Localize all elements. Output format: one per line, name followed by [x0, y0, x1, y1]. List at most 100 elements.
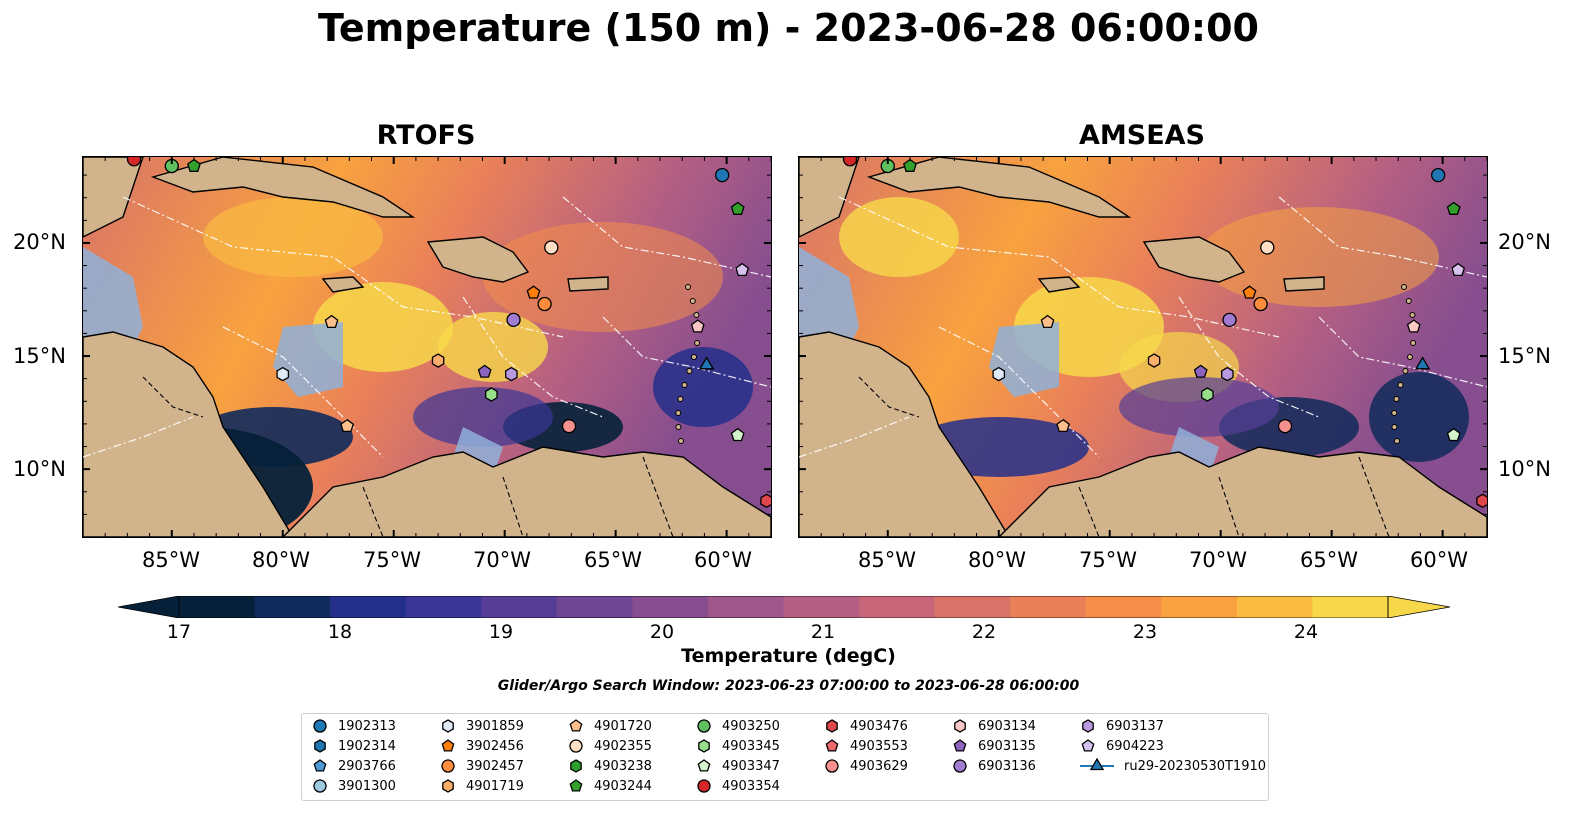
float-marker-4903354: [842, 157, 858, 167]
legend-label: 6903136: [978, 758, 1036, 774]
float-marker-ru29-20230530T1910: [698, 356, 715, 370]
country-border: [362, 486, 384, 537]
country-border: [642, 456, 674, 537]
rtofs-map[interactable]: [82, 156, 772, 538]
shallow-shelf: [453, 427, 503, 477]
legend-item: ru29-20230530T1910: [1080, 756, 1266, 776]
country-border: [1218, 476, 1240, 537]
lat-label-left-15n: 15°N: [13, 344, 66, 368]
legend-item: 4903629: [824, 756, 908, 776]
float-marker-4903244: [1446, 201, 1461, 215]
island: [694, 340, 701, 346]
island: [1391, 424, 1398, 430]
colorbar-segment: [783, 596, 860, 618]
colorbar-tick-22: 22: [971, 621, 997, 643]
float-marker-4903629: [1277, 419, 1293, 434]
eez-boundary: [83, 416, 194, 458]
island: [1393, 396, 1400, 402]
legend-marker: [442, 719, 454, 733]
shallow-shelf: [989, 322, 1059, 397]
float-marker-4901720: [340, 418, 355, 433]
lon-label-right-75w: 75°W: [1079, 548, 1137, 572]
legend-marker: [313, 759, 327, 772]
legend-item: 6904223: [1080, 736, 1164, 756]
legend-marker: [1089, 758, 1105, 771]
legend-marker: [825, 759, 839, 773]
land-mass: [799, 331, 1010, 537]
temperature-colorbar: [118, 596, 1451, 618]
colorbar-tick-18: 18: [327, 621, 353, 643]
legend-marker: [697, 759, 711, 772]
legend-label: 6904223: [1106, 738, 1164, 754]
island: [675, 410, 682, 416]
colorbar-extend-high: [1387, 596, 1451, 618]
float-marker-3902457: [1253, 296, 1268, 312]
float-marker-4902355: [1260, 240, 1275, 255]
temperature-anomaly: [313, 282, 453, 372]
island: [1406, 354, 1413, 360]
land-mass: [83, 331, 294, 537]
float-marker-4903244: [903, 158, 917, 172]
float-marker-3902457: [537, 296, 552, 312]
colorbar-segment: [1085, 596, 1162, 618]
island: [1405, 298, 1412, 304]
float-marker-6903135: [477, 364, 492, 378]
legend-marker: [826, 719, 838, 733]
island: [677, 396, 684, 402]
island: [685, 284, 691, 290]
legend-marker: [569, 739, 583, 753]
eez-boundary: [122, 196, 564, 338]
legend-marker: [313, 719, 327, 733]
colorbar-segment: [556, 596, 633, 618]
colorbar-segment: [707, 596, 784, 618]
legend-item: 4903345: [696, 736, 780, 756]
temperature-anomaly: [1119, 377, 1279, 437]
float-marker-6904223: [735, 262, 750, 277]
legend-marker: [1082, 719, 1094, 733]
legend-item: 4903244: [568, 776, 652, 796]
legend-label: 3901300: [338, 778, 396, 794]
colorbar-segment: [632, 596, 709, 618]
lon-label-left-70w: 70°W: [473, 548, 531, 572]
colorbar-segment: [1161, 596, 1238, 618]
float-marker-4903244: [730, 201, 745, 215]
amseas-map[interactable]: [798, 156, 1488, 538]
island: [1391, 410, 1398, 416]
legend-label: 4903238: [594, 758, 652, 774]
legend-label: 3902456: [466, 738, 524, 754]
legend-label: ru29-20230530T1910: [1124, 758, 1267, 774]
land-mass: [83, 157, 144, 238]
eez-boundary: [462, 296, 604, 418]
legend-label: 4901720: [594, 718, 652, 734]
legend-item: 4901720: [568, 716, 652, 736]
legend-marker: [442, 779, 454, 793]
colorbar-tick-23: 23: [1132, 621, 1158, 643]
island: [1402, 368, 1409, 374]
island: [1401, 284, 1407, 290]
legend-item: 3901859: [440, 716, 524, 736]
temperature-anomaly: [839, 197, 959, 277]
legend-marker: [825, 739, 839, 752]
float-marker-1902313: [715, 167, 730, 183]
legend-marker: [1081, 739, 1095, 752]
legend-label: 1902314: [338, 738, 396, 754]
island: [690, 354, 697, 360]
country-border: [142, 376, 204, 418]
lon-label-left-60w: 60°W: [694, 548, 752, 572]
float-marker-6903134: [690, 319, 705, 333]
lat-label-right-10n: 10°N: [1498, 457, 1551, 481]
float-marker-6903136: [1222, 312, 1237, 328]
float-marker-3901859: [276, 366, 290, 382]
eez-boundary: [938, 326, 1100, 458]
legend-item: 2903766: [312, 756, 396, 776]
eez-boundary: [799, 416, 910, 458]
island: [675, 424, 682, 430]
legend-label: 4902355: [594, 738, 652, 754]
float-marker-4902355: [544, 240, 559, 255]
legend-item: 4903354: [696, 776, 780, 796]
legend-label: 6903135: [978, 738, 1036, 754]
legend-item: 1902313: [312, 716, 396, 736]
legend-label: 4903553: [850, 738, 908, 754]
float-marker-4903476: [1476, 493, 1487, 509]
island: [693, 312, 700, 318]
